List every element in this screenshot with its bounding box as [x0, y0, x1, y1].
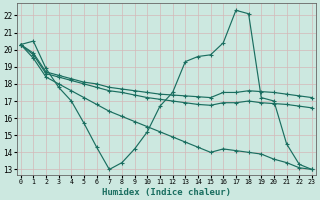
X-axis label: Humidex (Indice chaleur): Humidex (Indice chaleur) [102, 188, 231, 197]
